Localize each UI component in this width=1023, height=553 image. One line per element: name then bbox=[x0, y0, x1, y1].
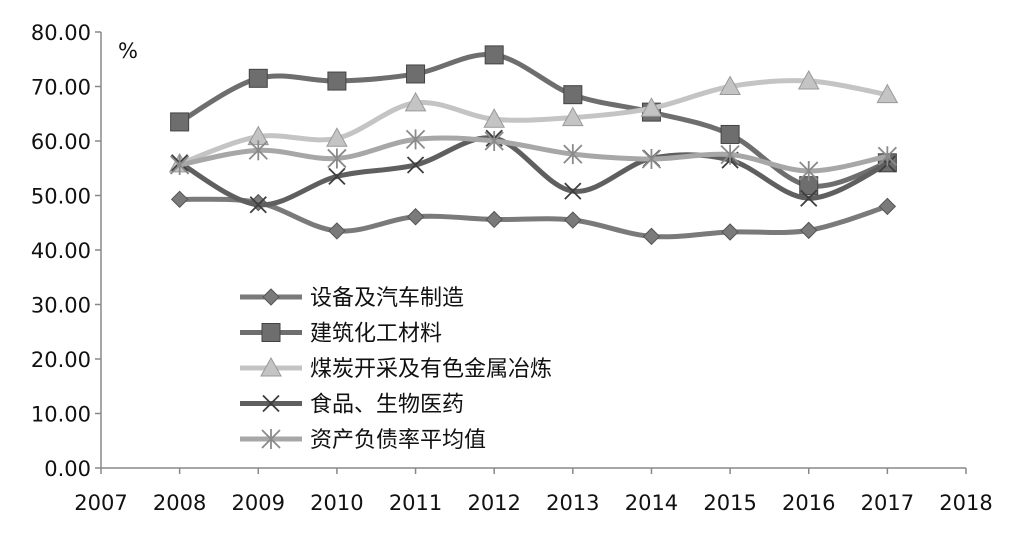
x-tick-label: 2018 bbox=[939, 491, 992, 515]
data-point bbox=[405, 129, 426, 150]
data-point bbox=[719, 75, 741, 95]
legend-item: 建筑化工材料 bbox=[240, 322, 442, 347]
series-layer bbox=[168, 45, 899, 246]
data-point bbox=[563, 144, 583, 165]
y-tick-label: 60.00 bbox=[31, 130, 91, 154]
data-point bbox=[797, 70, 820, 90]
legend-marker bbox=[262, 394, 280, 413]
y-axis-ticks: 0.00 10.00 20.00 30.00 40.00 50.00 60.00 70.00 8… bbox=[31, 21, 101, 481]
data-point bbox=[561, 106, 584, 127]
legend-marker bbox=[262, 288, 280, 306]
x-tick-label: 2012 bbox=[467, 491, 520, 515]
series-1 bbox=[170, 190, 897, 246]
legend-label: 建筑化工材料 bbox=[310, 322, 442, 347]
data-point bbox=[169, 154, 190, 175]
x-tick-label: 2017 bbox=[861, 491, 914, 515]
x-tick-label: 2008 bbox=[153, 491, 206, 515]
series-4 bbox=[170, 129, 897, 214]
data-point bbox=[878, 197, 897, 216]
legend-item: 资产负债率平均值 bbox=[240, 428, 486, 453]
data-point bbox=[406, 156, 425, 174]
series-5 bbox=[169, 129, 898, 181]
x-tick-label: 2016 bbox=[782, 491, 835, 515]
series-line bbox=[177, 196, 890, 240]
y-tick-label: 30.00 bbox=[31, 294, 91, 318]
x-tick-label: 2015 bbox=[703, 491, 756, 515]
data-point bbox=[484, 131, 504, 151]
y-tick-label: 20.00 bbox=[31, 348, 91, 372]
data-point bbox=[249, 196, 267, 214]
y-tick-label: 50.00 bbox=[31, 185, 91, 209]
data-point bbox=[328, 167, 346, 186]
data-point bbox=[485, 210, 503, 229]
legend-item: 食品、生物医药 bbox=[240, 393, 464, 418]
data-point bbox=[327, 148, 347, 169]
data-point bbox=[406, 64, 426, 84]
legend-label: 设备及汽车制造 bbox=[310, 286, 464, 311]
data-point bbox=[564, 182, 582, 200]
y-tick-label: 70.00 bbox=[31, 76, 91, 100]
series-line bbox=[177, 135, 890, 208]
legend-marker bbox=[260, 356, 282, 377]
data-point bbox=[721, 223, 739, 241]
x-tick-label: 2007 bbox=[74, 491, 127, 515]
data-point bbox=[170, 112, 190, 132]
data-point bbox=[563, 85, 583, 105]
x-axis-ticks: 2007 2008 2009 2010 2011 2012 2013 2014 2015 2016… bbox=[74, 468, 993, 515]
series-3 bbox=[168, 70, 899, 173]
data-point bbox=[326, 127, 348, 147]
data-point bbox=[720, 144, 740, 165]
data-point bbox=[877, 146, 898, 167]
x-tick-label: 2011 bbox=[389, 491, 442, 515]
data-point bbox=[720, 124, 740, 144]
legend-label: 食品、生物医药 bbox=[310, 393, 464, 418]
y-tick-label: 0.00 bbox=[44, 457, 91, 481]
data-point bbox=[641, 148, 662, 169]
series-line bbox=[177, 135, 890, 174]
data-point bbox=[640, 97, 663, 117]
y-axis-unit-label: % bbox=[118, 39, 138, 63]
data-point bbox=[799, 160, 819, 181]
data-point bbox=[800, 221, 818, 240]
legend-marker bbox=[261, 429, 281, 449]
data-point bbox=[564, 211, 582, 229]
x-tick-label: 2009 bbox=[232, 491, 285, 515]
data-point bbox=[328, 222, 346, 240]
data-point bbox=[170, 190, 189, 209]
legend-label: 煤炭开采及有色金属冶炼 bbox=[310, 357, 552, 382]
legend-marker bbox=[261, 323, 281, 342]
data-point bbox=[800, 189, 818, 207]
data-point bbox=[406, 208, 425, 226]
x-tick-label: 2010 bbox=[310, 491, 363, 515]
x-tick-label: 2013 bbox=[546, 491, 599, 515]
data-point bbox=[642, 227, 661, 246]
legend-item: 设备及汽车制造 bbox=[240, 286, 464, 311]
x-tick-label: 2014 bbox=[625, 491, 678, 515]
y-tick-label: 10.00 bbox=[31, 403, 91, 427]
series-line bbox=[177, 78, 890, 167]
data-point bbox=[484, 45, 504, 65]
data-point bbox=[248, 68, 268, 88]
y-tick-label: 80.00 bbox=[31, 21, 91, 45]
y-tick-label: 40.00 bbox=[31, 239, 91, 263]
data-point bbox=[327, 71, 347, 91]
data-point bbox=[876, 83, 899, 104]
data-point bbox=[483, 108, 506, 128]
data-point bbox=[248, 140, 268, 161]
data-point bbox=[404, 91, 427, 112]
legend-label: 资产负债率平均值 bbox=[310, 428, 486, 453]
legend-item: 煤炭开采及有色金属冶炼 bbox=[240, 356, 552, 382]
